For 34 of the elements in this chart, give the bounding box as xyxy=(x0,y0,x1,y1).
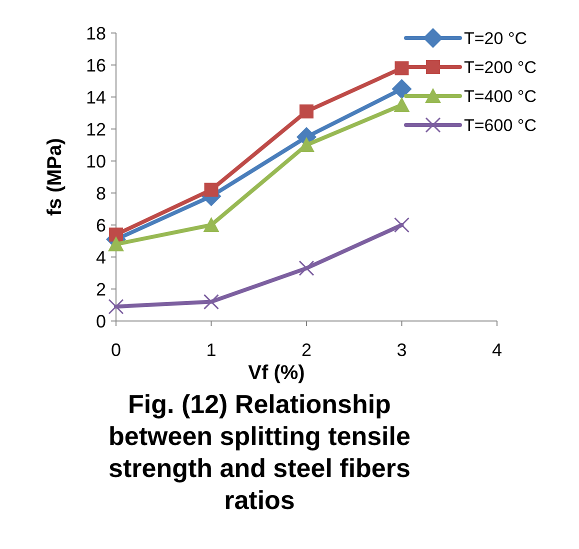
y-tick-label: 14 xyxy=(86,87,106,108)
x-axis-title: Vf (%) xyxy=(248,362,305,384)
point xyxy=(204,182,218,197)
point xyxy=(298,260,314,276)
point xyxy=(394,217,410,233)
point xyxy=(394,61,409,76)
point xyxy=(203,217,220,232)
legend-label: T=200 °C xyxy=(464,58,536,77)
text: Fig. (12) Relationship between splitting tensile strength and steel fibers ratios xyxy=(108,389,410,515)
y-axis-title: fs (MPa) xyxy=(44,138,66,216)
x-tick-label: 4 xyxy=(492,340,502,360)
x-tick-label: 1 xyxy=(206,340,216,360)
point xyxy=(204,294,219,310)
point xyxy=(108,298,124,314)
y-tick-label: 4 xyxy=(96,247,106,268)
point xyxy=(108,236,124,252)
y-tick-label: 18 xyxy=(86,23,106,44)
y-tick-label: 10 xyxy=(86,151,106,172)
y-tick-label: 2 xyxy=(96,279,106,300)
y-tick-label: 0 xyxy=(96,311,106,332)
x-tick-label: 0 xyxy=(110,340,122,360)
y-tick-label: 16 xyxy=(86,55,106,76)
y-tick-label: 6 xyxy=(96,215,106,236)
y-tick-label: 8 xyxy=(96,183,106,204)
legend-label: T=400 °C xyxy=(464,86,536,106)
point xyxy=(300,104,314,118)
x-tick-label: 3 xyxy=(396,340,407,360)
y-tick-label: 12 xyxy=(86,119,106,140)
point xyxy=(392,79,412,99)
legend-label: T=600 °C xyxy=(464,116,536,135)
legend-label: T=20 °C xyxy=(464,28,528,48)
point xyxy=(109,228,123,242)
point xyxy=(394,97,410,112)
x-tick-label: 2 xyxy=(301,340,312,360)
